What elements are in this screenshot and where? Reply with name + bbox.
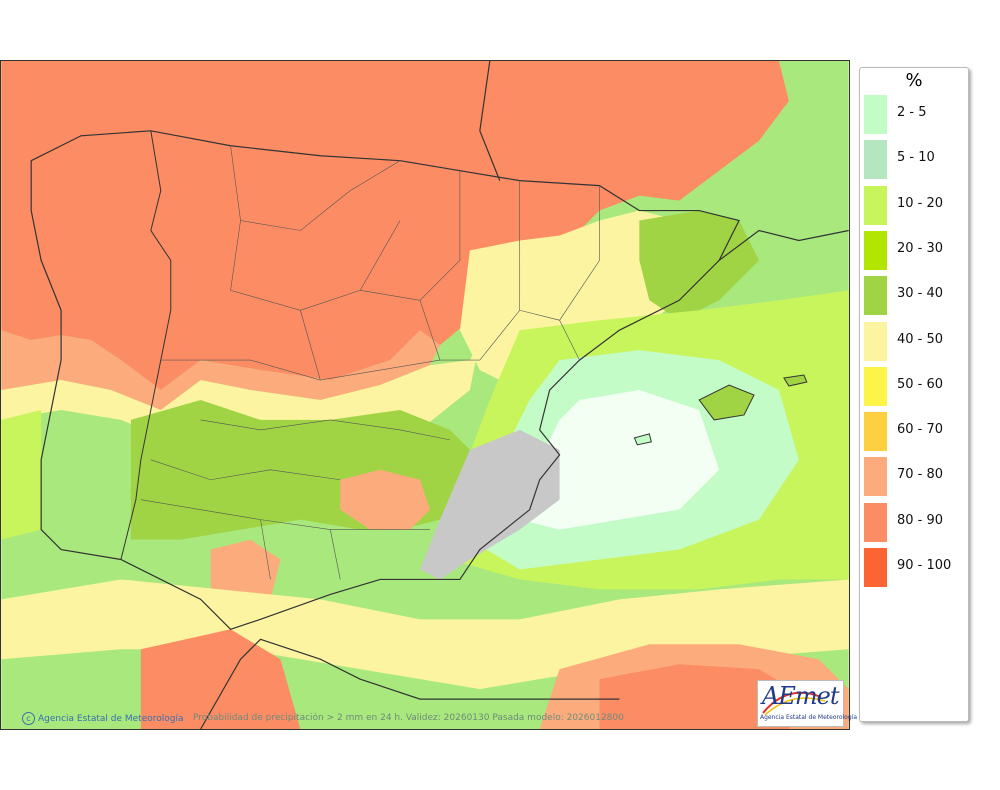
legend-swatch: [864, 502, 887, 542]
zone-10-20-west-atlantic: [1, 409, 42, 540]
copyright-icon: c: [22, 712, 35, 725]
zone-30-40-centre: [130, 399, 480, 540]
zone-80-90-africa-east: [599, 664, 809, 729]
legend-swatch: [864, 185, 887, 225]
legend-item: 60 - 70: [864, 412, 964, 452]
zone-70-80-band-north: [1, 330, 440, 410]
legend-label: 20 - 30: [897, 240, 944, 256]
logo-swoosh-icon: [762, 691, 826, 716]
legend-item: 40 - 50: [864, 321, 964, 362]
border-portugal: [120, 130, 172, 560]
aemet-logo: AEmet Agencia Estatal de Meteorología: [757, 680, 857, 727]
legend-item: 20 - 30: [864, 230, 964, 271]
legend-label: 60 - 70: [897, 422, 944, 438]
island-mallorca: [698, 384, 755, 421]
island-menorca: [783, 374, 808, 387]
precipitation-map-svg: [1, 61, 849, 729]
island-ibiza: [633, 433, 652, 446]
logo-word: AEmet: [762, 682, 839, 710]
legend-label: 2 - 5: [897, 105, 927, 120]
legend-item: 10 - 20: [864, 185, 964, 226]
legend-item: 30 - 40: [864, 276, 964, 316]
coastline-africa: [200, 638, 620, 729]
credit-text: Agencia Estatal de Meteorología: [38, 714, 184, 724]
legend-label: 10 - 20: [897, 195, 944, 211]
legend-item: 50 - 60: [864, 366, 964, 407]
legend-swatch: [864, 457, 887, 497]
legend-swatch: [864, 412, 887, 452]
zone-white-med: [519, 390, 720, 530]
logo-subtitle: Agencia Estatal de Meteorología: [760, 714, 857, 721]
zone-80-90-north: [1, 61, 789, 391]
legend-unit: %: [905, 70, 923, 91]
legend-swatch: [864, 95, 887, 134]
zone-relief-southeast: [420, 429, 560, 580]
probability-map: [0, 60, 850, 730]
legend-swatch: [864, 366, 887, 406]
legend-label: 30 - 40: [897, 286, 944, 302]
legend-label: 50 - 60: [897, 376, 944, 392]
zone-70-80-southeast-inland: [340, 469, 430, 530]
province-lines: [140, 145, 600, 580]
legend-item: 5 - 10: [864, 140, 964, 180]
map-caption: Probabilidad de precipitación > 2 mm en …: [193, 713, 624, 723]
legend-item: 2 - 5: [864, 95, 964, 135]
coastline-iberia: [30, 130, 740, 630]
legend-label: 40 - 50: [897, 331, 944, 347]
legend-swatch: [864, 548, 887, 587]
legend-label: 90 - 100: [897, 558, 952, 573]
zone-80-90-africa-west: [140, 629, 301, 729]
zone-40-50-band: [1, 340, 480, 440]
legend-label: 80 - 90: [897, 512, 944, 528]
legend-item: 70 - 80: [864, 457, 964, 497]
legend-item: 80 - 90: [864, 502, 964, 543]
legend-swatch: [864, 140, 887, 180]
legend-label: 5 - 10: [897, 150, 935, 166]
legend-item: 90 - 100: [864, 548, 964, 588]
legend-panel: % 2 - 5 5 - 10 10 - 20 20 - 30 30 - 40 40 - 5…: [859, 67, 969, 722]
legend-swatch: [864, 230, 887, 270]
credit-line: c Agencia Estatal de Meteorología: [22, 712, 184, 725]
zone-30-40-catalonia: [639, 210, 759, 321]
legend-swatch: [864, 276, 887, 316]
coastline-france: [479, 61, 849, 261]
legend-label: 70 - 80: [897, 467, 944, 483]
legend-swatch: [864, 321, 887, 361]
